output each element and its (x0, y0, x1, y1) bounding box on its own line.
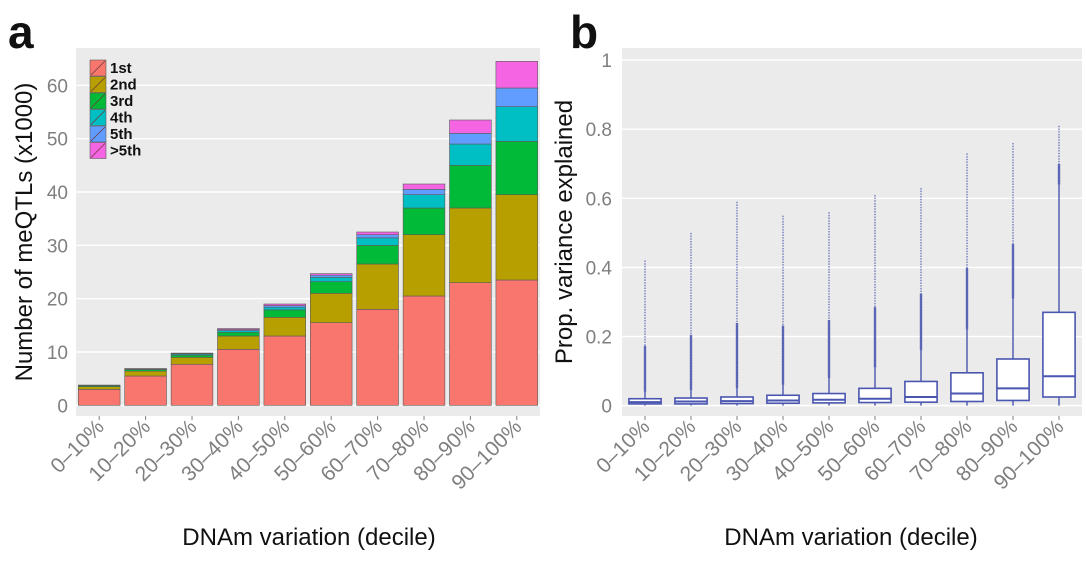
y-tick-label: 1 (601, 51, 612, 72)
y-tick-label: 30 (47, 236, 68, 257)
bar-segment (449, 119, 492, 134)
bar-segment (402, 183, 446, 190)
bar-segment (495, 141, 538, 195)
bar-segment (449, 207, 492, 283)
bar-segment (402, 234, 446, 297)
y-tick-label: 0 (601, 397, 612, 418)
y-tick-label: 20 (47, 290, 68, 311)
bar-segment (495, 87, 538, 107)
bar-segment (402, 194, 446, 209)
legend-label: >5th (110, 143, 141, 160)
bar-segment (356, 309, 399, 406)
panel-b-plot-background (622, 48, 1082, 416)
box (766, 394, 800, 405)
panel-a-x-axis-title: DNAm variation (decile) (182, 524, 435, 551)
bar-segment (263, 303, 306, 306)
bar-segment (402, 189, 446, 195)
y-tick-label: 10 (47, 343, 68, 364)
panel-b-x-ticks: 0–10%10–20%20–30%30–40%40–50%50–60%60–70… (592, 415, 1069, 494)
y-tick-label: 60 (47, 76, 68, 97)
legend-swatch-diagonal (90, 77, 106, 92)
box (950, 372, 984, 403)
bar-segment (310, 322, 353, 406)
y-tick-label: 50 (47, 130, 68, 151)
y-tick-label: 0.2 (586, 328, 612, 349)
bar-segment (263, 306, 306, 311)
bar-segment (217, 328, 260, 330)
panel-b-x-axis-title: DNAm variation (decile) (724, 524, 977, 551)
panel-b-y-ticks: 0 0.2 0.4 0.6 0.8 1 (586, 51, 613, 418)
bar-segment (495, 279, 538, 406)
bar-segment (170, 352, 214, 354)
bar-segment (217, 335, 260, 350)
panel-b-gridlines (622, 59, 1082, 407)
panel-b-y-axis-title: Prop. variance explained (551, 100, 578, 364)
bar-segment (310, 281, 353, 294)
legend-swatch-diagonal (90, 93, 106, 109)
box (996, 358, 1030, 402)
bar-segment (263, 335, 306, 406)
bar-segment (78, 389, 121, 406)
box (904, 380, 938, 403)
legend-label: 3rd (110, 93, 133, 110)
y-tick-label: 0.6 (586, 189, 612, 210)
bar-segment (170, 357, 214, 365)
bar-segment (124, 370, 167, 377)
bar-segment (495, 194, 538, 281)
bar-segment (356, 245, 399, 265)
bar-segment (356, 263, 399, 310)
box (1042, 311, 1076, 398)
legend-swatch-diagonal (90, 126, 106, 142)
legend-swatch-diagonal (90, 143, 106, 158)
y-tick-label: 0 (57, 396, 68, 417)
bar-segment (78, 384, 121, 386)
bar-segment (124, 375, 167, 406)
bar-segment (263, 317, 306, 337)
y-tick-label: 0.8 (586, 120, 612, 141)
bar-segment (217, 349, 260, 406)
bar-segment (310, 273, 353, 276)
bar-segment (449, 165, 492, 209)
panel-b-boxplots (628, 125, 1076, 406)
bar-segment (402, 295, 446, 406)
panel-a-label: a (8, 6, 34, 58)
bar-segment (495, 61, 538, 89)
bar-segment (356, 234, 399, 239)
box (858, 387, 892, 404)
bar-segment (170, 354, 214, 358)
legend-label: 1st (110, 60, 132, 77)
legend-swatch-diagonal (90, 60, 106, 76)
bar-segment (449, 143, 492, 166)
panel-b: b 0 0.2 0.4 0.6 0.8 1 0–10%10–20%20–30%30–40%… (551, 6, 1082, 551)
panel-b-label: b (570, 6, 598, 58)
bar-segment (402, 207, 446, 235)
legend-label: 4th (110, 110, 133, 127)
bar-segment (310, 293, 353, 323)
box (812, 392, 846, 404)
panel-a: a 0 10 20 30 40 50 60 0–10%10–20%20–30%30–40%4… (8, 6, 540, 551)
bar-segment (310, 277, 353, 282)
panel-a-y-axis-title: Number of meQTLs (x1000) (11, 83, 38, 382)
y-tick-label: 40 (47, 183, 68, 204)
panel-a-bars (78, 61, 538, 406)
legend-swatch-diagonal (90, 110, 106, 125)
bar-segment (217, 331, 260, 337)
bar-segment (170, 363, 214, 406)
bar-segment (356, 237, 399, 246)
legend-label: 2nd (110, 77, 137, 94)
panel-a-x-ticks: 0–10%10–20%20–30%30–40%40–50%50–60%60–70… (46, 415, 526, 494)
bar-segment (78, 386, 121, 390)
panel-a-y-ticks: 0 10 20 30 40 50 60 (47, 76, 68, 417)
legend-label: 5th (110, 126, 133, 143)
bar-segment (310, 274, 353, 278)
bar-segment (124, 368, 167, 370)
bar-segment (263, 309, 306, 318)
bar-segment (356, 231, 399, 235)
bar-segment (449, 133, 492, 145)
bar-segment (449, 282, 492, 406)
bar-segment (495, 106, 538, 142)
y-tick-label: 0.4 (586, 258, 613, 279)
